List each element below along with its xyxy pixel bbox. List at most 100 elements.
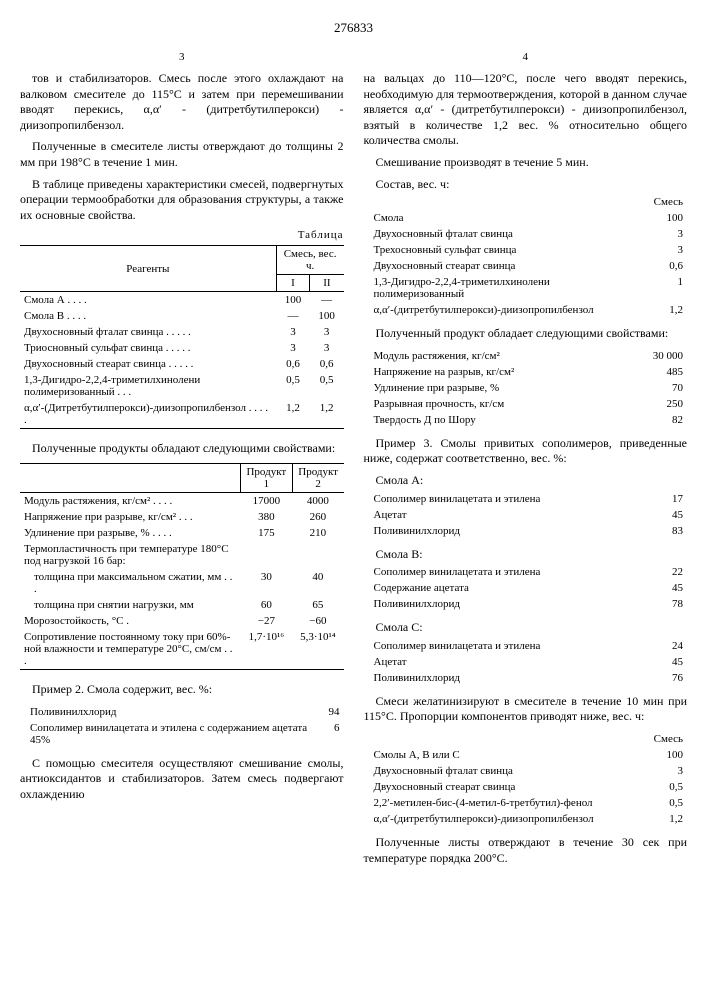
cell: Морозостойкость, °C . <box>20 613 240 629</box>
cell: Содержание ацетата <box>364 580 651 596</box>
cell: α,α′-(дитретбутилперокси)-диизопропилбен… <box>364 811 639 827</box>
cell: 380 <box>240 509 292 525</box>
cell: 100 <box>646 210 687 226</box>
cell: 45 <box>651 654 688 670</box>
resin-c-table: Сополимер винилацетата и этилена24 Ацета… <box>364 638 688 686</box>
paragraph: Смеси желатинизируют в смесителе в течен… <box>364 694 688 725</box>
cell: Ацетат <box>364 507 651 523</box>
cell: Поливинилхлорид <box>364 523 651 539</box>
cell: Удлинение при разрыве, % <box>364 380 618 396</box>
cell: Твердость Д по Шору <box>364 412 618 428</box>
cell: 210 <box>292 525 343 541</box>
cell: 4000 <box>292 492 343 509</box>
cell: −60 <box>292 613 343 629</box>
cell: 1,2 <box>276 400 310 429</box>
resin-a-title: Смола А: <box>364 473 688 489</box>
cell: 45 <box>651 580 688 596</box>
cell: 0,6 <box>276 356 310 372</box>
th-c2: II <box>310 275 344 292</box>
cell: Сопротивление постоянному току при 60%-н… <box>20 629 240 670</box>
cell: Поливинилхлорид <box>364 670 651 686</box>
cell: 3 <box>310 324 344 340</box>
th-p2: Продукт 2 <box>292 463 343 492</box>
cell: 40 <box>292 569 343 597</box>
cell: Сополимер винилацетата и этилена <box>364 564 651 580</box>
cell: 0,6 <box>646 258 687 274</box>
cell: Двухосновный стеарат свинца . . . . . <box>20 356 276 372</box>
cell: α,α′-(Дитретбутилперокси)-диизопропилбен… <box>20 400 276 429</box>
example-2-table: Поливинилхлорид94 Сополимер винилацетата… <box>20 704 344 748</box>
cell: 17 <box>651 491 688 507</box>
th-mix: Смесь, вес. ч. <box>276 246 343 275</box>
cell: 2,2′-метилен-бис-(4-метил-6-третбутил)-ф… <box>364 795 639 811</box>
cell <box>292 541 343 569</box>
cell: 30 <box>240 569 292 597</box>
cell: Напряжение при разрыве, кг/см² . . . <box>20 509 240 525</box>
resin-c-title: Смола С: <box>364 620 688 636</box>
cell: 0,5 <box>638 779 687 795</box>
resin-b-table: Сополимер винилацетата и этилена22 Содер… <box>364 564 688 612</box>
left-column: 3 тов и стабилизаторов. Смесь после этог… <box>20 51 344 872</box>
table-2: Продукт 1 Продукт 2 Модуль растяжения, к… <box>20 463 344 674</box>
cell: 60 <box>240 597 292 613</box>
col-head: Смесь <box>638 731 687 747</box>
cell: 45 <box>651 507 688 523</box>
cell: 94 <box>321 704 344 720</box>
cell: Модуль растяжения, кг/см² <box>364 348 618 364</box>
cell: 65 <box>292 597 343 613</box>
cell: 0,5 <box>310 372 344 400</box>
composition-1: Смесь Смола100 Двухосновный фталат свинц… <box>364 194 688 318</box>
resin-b-title: Смола В: <box>364 547 688 563</box>
cell: Двухосновный стеарат свинца <box>364 258 646 274</box>
cell: толщина при максимальном сжатии, мм . . … <box>20 569 240 597</box>
paragraph: Полученные в смесителе листы отверждают … <box>20 139 344 170</box>
cell: 3 <box>310 340 344 356</box>
cell: 3 <box>638 763 687 779</box>
th-reagents: Реагенты <box>20 246 276 292</box>
page-number-right: 4 <box>364 51 688 63</box>
cell: 100 <box>310 308 344 324</box>
paragraph: Полученные листы отверждают в течение 30… <box>364 835 688 866</box>
cell: 70 <box>618 380 687 396</box>
cell: Смола А . . . . <box>20 292 276 309</box>
cell: 100 <box>276 292 310 309</box>
paragraph: В таблице приведены характеристики смесе… <box>20 177 344 224</box>
cell: Трехосновный сульфат свинца <box>364 242 646 258</box>
th-p1: Продукт 1 <box>240 463 292 492</box>
cell: Смола В . . . . <box>20 308 276 324</box>
cell: Разрывная прочность, кг/см <box>364 396 618 412</box>
cell: Модуль растяжения, кг/см² . . . . <box>20 492 240 509</box>
cell: толщина при снятии нагрузки, мм <box>20 597 240 613</box>
paragraph: Полученные продукты обладают следующими … <box>20 441 344 457</box>
cell: Сополимер винилацетата и этилена <box>364 638 651 654</box>
cell: 78 <box>651 596 688 612</box>
cell: 30 000 <box>618 348 687 364</box>
cell: 250 <box>618 396 687 412</box>
cell: Ацетат <box>364 654 651 670</box>
cell: 3 <box>646 242 687 258</box>
cell: 1,2 <box>646 302 687 318</box>
composition-2: Смесь Смолы А, В или С100 Двухосновный ф… <box>364 731 688 827</box>
cell: 1,3-Дигидро-2,2,4-триметилхинолени полим… <box>364 274 646 302</box>
cell: Сополимер винилацетата и этилена с содер… <box>20 720 321 748</box>
document-number: 276833 <box>20 20 687 36</box>
cell: 17000 <box>240 492 292 509</box>
cell: Двухосновный фталат свинца <box>364 763 639 779</box>
th-c1: I <box>276 275 310 292</box>
page-number-left: 3 <box>20 51 344 63</box>
paragraph: на вальцах до 110—120°C, после чего ввод… <box>364 71 688 149</box>
cell: Двухосновный фталат свинца . . . . . <box>20 324 276 340</box>
cell: 1,7·10¹⁶ <box>240 629 292 670</box>
cell: 3 <box>276 324 310 340</box>
paragraph: Полученный продукт обладает следующими с… <box>364 326 688 342</box>
right-column: 4 на вальцах до 110—120°C, после чего вв… <box>364 51 688 872</box>
cell: 76 <box>651 670 688 686</box>
col-head: Смесь <box>646 194 687 210</box>
paragraph: С помощью смесителя осуществляют смешива… <box>20 756 344 803</box>
example-2-title: Пример 2. Смола содержит, вес. %: <box>20 682 344 698</box>
cell: Двухосновный стеарат свинца <box>364 779 639 795</box>
cell: Смолы А, В или С <box>364 747 639 763</box>
table-1: Реагенты Смесь, вес. ч. I II Смола А . .… <box>20 245 344 433</box>
cell: — <box>310 292 344 309</box>
resin-a-table: Сополимер винилацетата и этилена17 Ацета… <box>364 491 688 539</box>
